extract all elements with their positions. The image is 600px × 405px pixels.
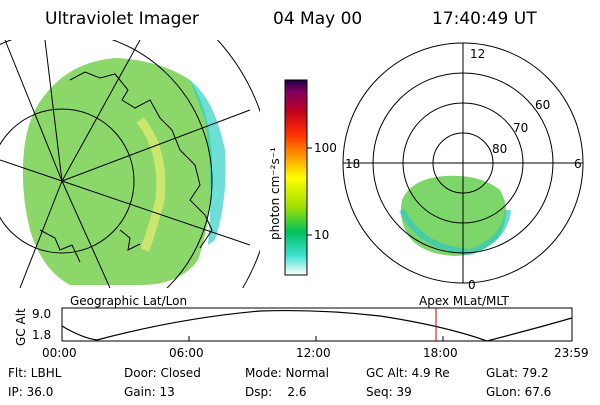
altitude-ytick-9: 9.0 — [32, 307, 51, 321]
altitude-plot-frame — [61, 307, 573, 342]
status-door: Door: Closed — [124, 366, 201, 380]
geographic-image — [0, 40, 260, 288]
altitude-xtick-1200: 12:00 — [296, 346, 331, 360]
status-glat: GLat: 79.2 — [486, 366, 549, 380]
altitude-xtick-2359: 23:59 — [554, 346, 589, 360]
polar-plot: 12 18 6 0 60 70 80 — [342, 42, 584, 292]
header-date: 04 May 00 — [273, 9, 362, 29]
status-mode: Mode: Normal — [245, 366, 329, 380]
altitude-ylabel: GC Alt — [14, 308, 28, 346]
altitude-ytick-1-8: 1.8 — [32, 328, 51, 342]
mlt-label-18: 18 — [345, 157, 360, 171]
aurora-fringe-geo — [190, 80, 226, 245]
colorbar-unit-label: photon cm⁻²s⁻¹ — [268, 147, 282, 240]
instrument-title: Ultraviolet Imager — [45, 9, 199, 29]
colorbar-tick-10: 10 — [314, 228, 329, 242]
colorbar — [284, 79, 308, 276]
polar-caption: Apex MLat/MLT — [419, 294, 509, 308]
mlat-label-80: 80 — [492, 142, 507, 156]
mlt-label-6: 6 — [574, 157, 582, 171]
aurora-bright-arc — [136, 117, 166, 252]
status-seq: Seq: 39 — [366, 385, 412, 399]
mlt-label-12: 12 — [470, 47, 485, 61]
colorbar-ticks — [307, 147, 312, 236]
mlt-label-0: 0 — [468, 278, 476, 292]
status-gain: Gain: 13 — [124, 385, 175, 399]
status-dsp: Dsp: 2.6 — [245, 385, 307, 399]
aurora-oval-edge — [399, 208, 511, 256]
geo-caption: Geographic Lat/Lon — [70, 294, 187, 308]
altitude-curve — [61, 309, 573, 342]
status-ip: IP: 36.0 — [8, 385, 53, 399]
status-glon: GLon: 67.6 — [486, 385, 551, 399]
status-panel: Flt: LBHL Door: Closed Mode: Normal GC A… — [8, 366, 551, 399]
aurora-emission-geo — [22, 58, 212, 285]
mlat-label-70: 70 — [513, 121, 528, 135]
latitude-circle-inner — [0, 108, 135, 254]
status-filter: Flt: LBHL — [8, 366, 62, 380]
mlat-label-60: 60 — [535, 98, 550, 112]
coastline — [39, 71, 213, 263]
header-time: 17:40:49 UT — [432, 9, 537, 29]
colorbar-tick-100: 100 — [314, 141, 337, 155]
altitude-xtick-0600: 06:00 — [169, 346, 204, 360]
altitude-timeline: 9.0 1.8 GC Alt 00:00 06:00 12:00 18:00 2… — [14, 307, 589, 360]
altitude-xtick-0000: 00:00 — [42, 346, 77, 360]
longitude-lines — [0, 40, 251, 288]
altitude-xtick-1800: 18:00 — [423, 346, 458, 360]
altitude-x-ticks — [188, 336, 444, 341]
status-gc-alt: GC Alt: 4.9 Re — [366, 366, 450, 380]
latitude-circle-outer — [0, 40, 213, 288]
